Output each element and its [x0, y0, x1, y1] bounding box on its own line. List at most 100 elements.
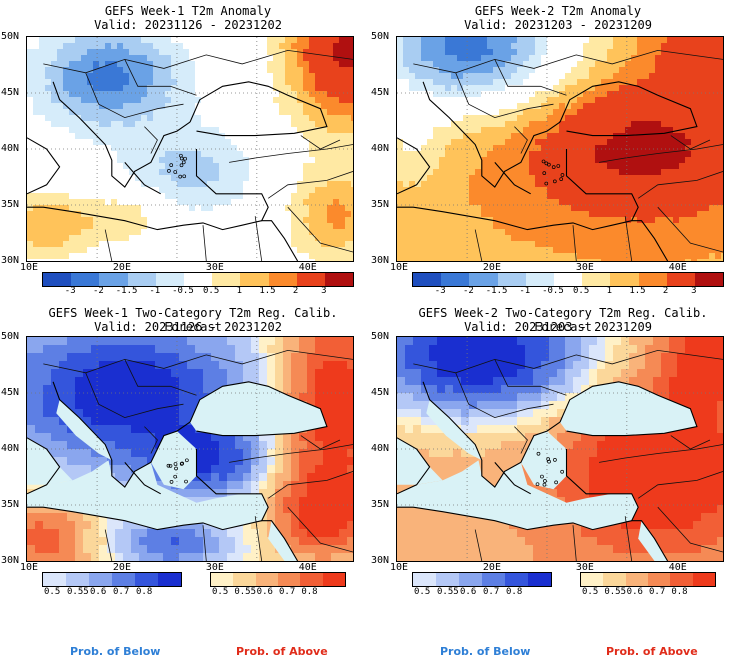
field-cell [67, 473, 76, 482]
field-cell [625, 79, 632, 86]
field-cell [397, 163, 404, 170]
field-cell [207, 259, 214, 261]
field-cell [201, 133, 208, 140]
field-cell [347, 465, 353, 474]
field-cell [309, 91, 316, 98]
field-cell [141, 79, 148, 86]
field-cell [93, 157, 100, 164]
field-cell [249, 163, 256, 170]
field-cell [715, 97, 722, 104]
field-cell [685, 91, 692, 98]
field-cell [231, 181, 238, 188]
field-cell [93, 139, 100, 146]
field-cell [59, 425, 68, 434]
field-cell [201, 49, 208, 56]
field-cell [427, 169, 434, 176]
field-cell [523, 85, 530, 92]
field-cell [469, 193, 476, 200]
field-cell [685, 133, 692, 140]
field-cell [309, 115, 316, 122]
field-cell [559, 211, 566, 218]
field-cell [327, 133, 334, 140]
field-cell [57, 67, 64, 74]
field-cell [347, 385, 353, 394]
field-cell [327, 97, 334, 104]
field-cell [141, 229, 148, 236]
field-cell [691, 217, 698, 224]
field-cell [225, 109, 232, 116]
field-cell [559, 187, 566, 194]
field-cell [81, 223, 88, 230]
field-cell [457, 181, 464, 188]
field-cell [673, 85, 680, 92]
field-cell [463, 151, 470, 158]
field-cell [111, 163, 118, 170]
field-cell [57, 211, 64, 218]
field-cell [285, 181, 292, 188]
field-cell [397, 127, 404, 134]
field-cell [583, 73, 590, 80]
field-cell [327, 115, 334, 122]
field-cell [339, 377, 348, 386]
field-cell [655, 163, 662, 170]
field-cell [321, 151, 328, 158]
field-cell [147, 169, 154, 176]
field-cell [99, 73, 106, 80]
field-cell [445, 247, 452, 254]
field-cell [589, 43, 596, 50]
field-cell [147, 55, 154, 62]
field-cell [517, 193, 524, 200]
field-cell [219, 187, 226, 194]
field-cell [117, 37, 124, 44]
field-cell [667, 55, 674, 62]
field-cell [703, 67, 710, 74]
field-cell [153, 223, 160, 230]
field-cell [571, 139, 578, 146]
field-cell [427, 211, 434, 218]
field-cell [445, 103, 452, 110]
field-cell [183, 73, 190, 80]
field-cell [67, 385, 76, 394]
field-cell [57, 247, 64, 254]
field-cell [283, 473, 292, 482]
field-cell [691, 85, 698, 92]
field-cell [273, 253, 280, 260]
field-cell [613, 61, 620, 68]
field-cell [105, 217, 112, 224]
field-cell [183, 151, 190, 158]
field-cell [243, 61, 250, 68]
field-cell [131, 369, 140, 378]
field-cell [421, 223, 428, 230]
field-cell [475, 157, 482, 164]
field-cell [291, 169, 298, 176]
field-cell [117, 49, 124, 56]
field-cell [697, 253, 704, 260]
field-cell [315, 247, 322, 254]
field-cell [451, 193, 458, 200]
field-cell [607, 133, 614, 140]
field-cell [571, 61, 578, 68]
field-cell [75, 401, 84, 410]
field-cell [541, 205, 548, 212]
field-cell [589, 103, 596, 110]
field-cell [607, 223, 614, 230]
field-cell [691, 169, 698, 176]
field-cell [183, 181, 190, 188]
field-cell [571, 259, 578, 261]
field-cell [105, 37, 112, 44]
field-cell [577, 199, 584, 206]
field-cell [139, 361, 148, 370]
field-cell [159, 235, 166, 242]
field-cell [129, 211, 136, 218]
field-cell [721, 199, 723, 206]
field-cell [667, 175, 674, 182]
field-cell [57, 217, 64, 224]
field-cell [189, 223, 196, 230]
field-cell [123, 79, 130, 86]
field-cell [99, 235, 106, 242]
field-cell [323, 385, 332, 394]
field-cell [685, 55, 692, 62]
field-cell [433, 253, 440, 260]
field-cell [347, 393, 353, 402]
field-cell [195, 199, 202, 206]
